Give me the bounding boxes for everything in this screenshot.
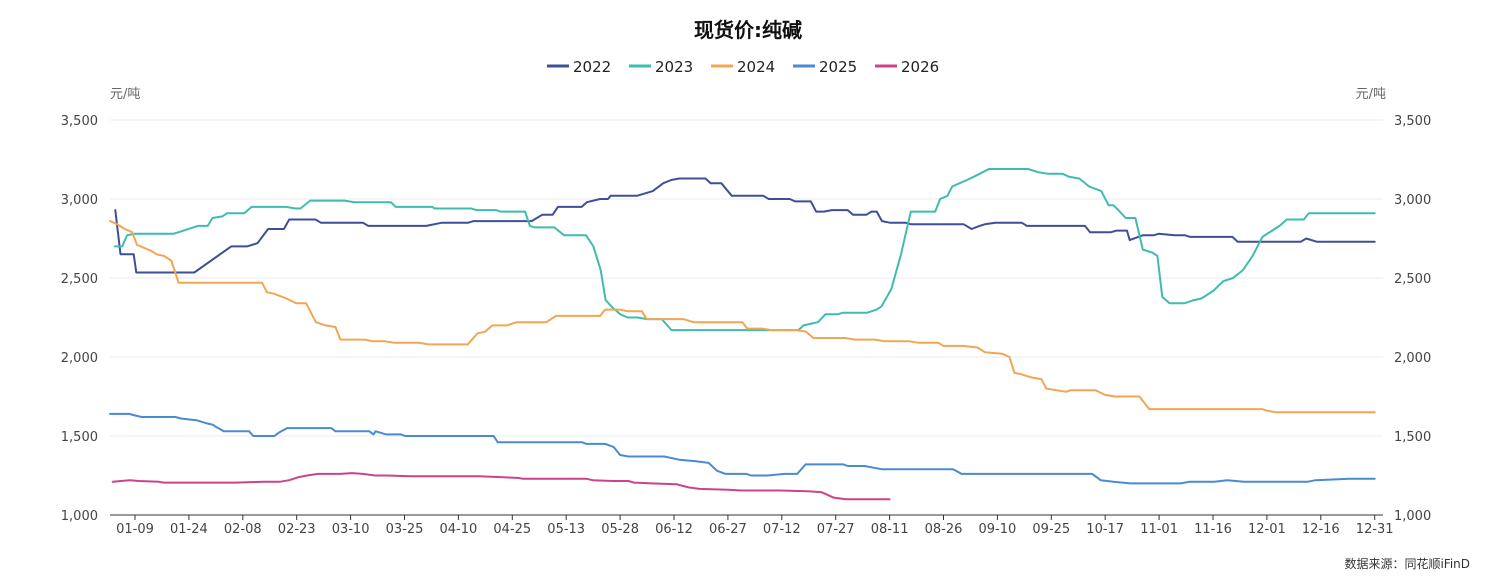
y-tick-label-left: 3,000 bbox=[61, 193, 98, 208]
x-tick-label: 01-09 bbox=[116, 522, 154, 537]
x-tick-label: 11-01 bbox=[1140, 522, 1178, 537]
y-tick-label-left: 2,500 bbox=[61, 272, 98, 287]
x-tick-label: 05-13 bbox=[547, 522, 585, 537]
chart-title: 现货价:纯碱 bbox=[694, 18, 802, 42]
legend: 2022 2023 2024 2025 2026 bbox=[547, 58, 939, 76]
y-tick-label-right: 1,000 bbox=[1394, 509, 1431, 524]
x-tick-label: 09-10 bbox=[979, 522, 1017, 537]
x-tick-label: 12-31 bbox=[1356, 522, 1394, 537]
left-axis-unit: 元/吨 bbox=[110, 87, 140, 102]
series-line-2025 bbox=[109, 412, 1376, 485]
y-tick-label-left: 2,000 bbox=[61, 351, 98, 366]
x-tick-label: 11-16 bbox=[1194, 522, 1232, 537]
x-tick-label: 12-16 bbox=[1302, 522, 1340, 537]
legend-label-2023: 2023 bbox=[655, 58, 693, 76]
legend-label-2025: 2025 bbox=[819, 58, 857, 76]
y-tick-label-right: 2,500 bbox=[1394, 272, 1431, 287]
x-tick-label: 01-24 bbox=[170, 522, 208, 537]
x-tick-label: 04-10 bbox=[440, 522, 478, 537]
y-tick-label-right: 3,000 bbox=[1394, 193, 1431, 208]
x-tick-label: 07-12 bbox=[763, 522, 801, 537]
y-tick-label-left: 3,500 bbox=[61, 114, 98, 129]
y-tick-label-right: 2,000 bbox=[1394, 351, 1431, 366]
right-axis-unit: 元/吨 bbox=[1356, 87, 1386, 102]
legend-label-2026: 2026 bbox=[901, 58, 939, 76]
x-axis: 01-09 01-24 02-08 02-23 03-10 03-25 04-10 04-25… bbox=[116, 515, 1394, 537]
right-y-axis: 1,000 1,500 2,000 2,500 3,000 3,500 bbox=[1394, 114, 1431, 524]
legend-label-2024: 2024 bbox=[737, 58, 775, 76]
legend-label-2022: 2022 bbox=[573, 58, 611, 76]
x-tick-label: 02-23 bbox=[278, 522, 316, 537]
x-tick-label: 08-11 bbox=[871, 522, 909, 537]
x-tick-label: 03-10 bbox=[332, 522, 370, 537]
x-tick-label: 03-25 bbox=[386, 522, 424, 537]
series-line-2024 bbox=[109, 220, 1376, 414]
source-note: 数据来源：同花顺iFinD bbox=[1344, 556, 1470, 571]
x-tick-label: 12-01 bbox=[1248, 522, 1286, 537]
y-tick-label-right: 1,500 bbox=[1394, 430, 1431, 445]
x-tick-label: 07-27 bbox=[817, 522, 855, 537]
x-tick-label: 05-28 bbox=[601, 522, 639, 537]
series-line-2023 bbox=[113, 168, 1376, 332]
series-lines bbox=[109, 168, 1376, 501]
x-tick-label: 10-17 bbox=[1086, 522, 1124, 537]
x-tick-label: 09-25 bbox=[1032, 522, 1070, 537]
gridlines bbox=[110, 119, 1383, 437]
x-tick-label: 06-12 bbox=[655, 522, 693, 537]
series-line-2022 bbox=[114, 177, 1376, 274]
y-tick-label-left: 1,500 bbox=[61, 430, 98, 445]
x-tick-label: 02-08 bbox=[224, 522, 262, 537]
x-tick-label: 04-25 bbox=[493, 522, 531, 537]
x-tick-label: 08-26 bbox=[925, 522, 963, 537]
y-tick-label-left: 1,000 bbox=[61, 509, 98, 524]
left-y-axis: 1,000 1,500 2,000 2,500 3,000 3,500 bbox=[61, 114, 98, 524]
x-tick-label: 06-27 bbox=[709, 522, 747, 537]
series-line-2026 bbox=[111, 472, 891, 501]
y-tick-label-right: 3,500 bbox=[1394, 114, 1431, 129]
